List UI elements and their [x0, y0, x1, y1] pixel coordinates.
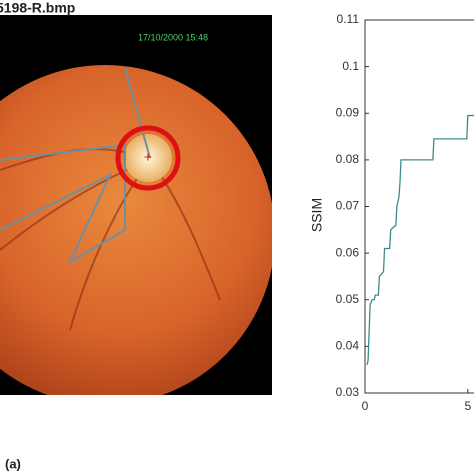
- detection-circle: [115, 125, 181, 191]
- timestamp: 17/10/2000 15:48: [138, 32, 208, 42]
- y-tick-label: 0.04: [336, 339, 360, 353]
- x-tick-label: 0: [362, 399, 369, 413]
- x-tick-label: 5: [464, 399, 471, 413]
- fundus-image: + 17/10/2000 15:48 5198-R.bmp: [0, 0, 272, 395]
- y-tick-label: 0.11: [337, 12, 360, 26]
- y-tick-label: 0.09: [336, 105, 360, 119]
- y-tick-label: 0.06: [336, 245, 360, 259]
- ssim-line: [366, 114, 474, 366]
- image-title: 5198-R.bmp: [0, 0, 75, 16]
- y-tick-label: 0.03: [336, 385, 360, 399]
- optic-disc: [124, 134, 172, 182]
- y-tick-label: 0.05: [336, 292, 360, 306]
- retina: [0, 65, 272, 395]
- center-marker: +: [144, 149, 152, 165]
- y-tick-label: 0.08: [336, 152, 360, 166]
- axes-box: [364, 19, 474, 394]
- path-overlay: [0, 143, 126, 265]
- y-axis-label: SSIM: [309, 198, 325, 232]
- y-tick-label: 0.1: [342, 59, 359, 73]
- caption: (a): [5, 456, 21, 471]
- y-tick-label: 0.07: [336, 199, 360, 213]
